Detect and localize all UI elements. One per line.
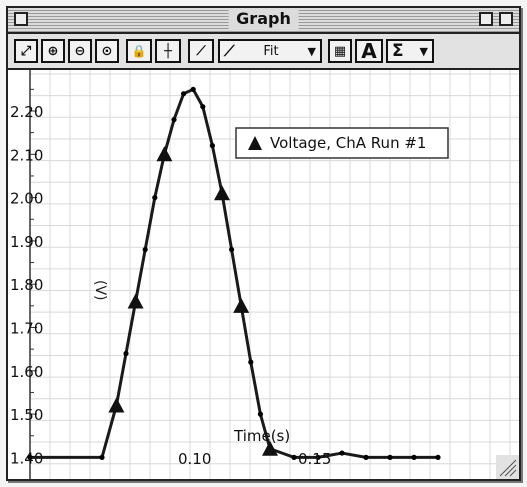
y-tick-labels: 2.202.102.001.901.801.701.601.501.40 [10, 103, 43, 467]
zoom-box[interactable] [479, 12, 493, 26]
data-point [200, 104, 205, 109]
resize-handle[interactable] [496, 455, 519, 479]
data-point [258, 412, 263, 417]
tangent-button[interactable]: ⟋ [188, 39, 214, 63]
data-point [339, 450, 344, 455]
data-point [171, 117, 176, 122]
curve-fit-icon: ⟋ [224, 42, 235, 60]
statistics-dropdown[interactable]: Σ ▼ [386, 39, 434, 63]
y-tick-label: 2.20 [10, 103, 43, 121]
plot-area[interactable]: 2.20 2.10 2.00 1.90 1.80 1.70 1.60 1.50 1.40 Vol… [8, 70, 519, 479]
data-point [248, 360, 253, 365]
y-tick-label: 1.70 [10, 320, 43, 338]
title-bar[interactable]: Graph [8, 8, 519, 34]
text-annotation-button[interactable]: A [355, 39, 383, 63]
series-marker [233, 298, 249, 313]
zoom-in-button[interactable]: ⊕ [41, 39, 65, 63]
data-point [210, 143, 215, 148]
smart-cursor-icon: ┼ [164, 44, 172, 59]
graph-window: Graph ⤢ ⊕ ⊖ ⊙ 🔒 ┼ ⟋ ⟋ Fit ▼ ▦ A Σ ▼ 2.20… [6, 6, 521, 481]
data-point [143, 247, 148, 252]
data-point [99, 455, 104, 460]
zoom-out-button[interactable]: ⊖ [68, 39, 92, 63]
y-tick-label: 1.60 [10, 363, 43, 381]
data-point [363, 455, 368, 460]
y-tick-label: 1.80 [10, 276, 43, 294]
autoscale-icon: ⤢ [21, 44, 31, 59]
calculator-icon: ▦ [334, 44, 346, 59]
y-tick-label: 2.00 [10, 190, 43, 208]
y-tick-label: 1.90 [10, 233, 43, 251]
zoom-out-icon: ⊖ [75, 44, 86, 59]
data-point [191, 87, 196, 92]
y-tick-label: 2.10 [10, 146, 43, 164]
tangent-icon: ⟋ [196, 44, 205, 59]
data-point [181, 91, 186, 96]
y-tick-label: 1.50 [10, 406, 43, 424]
zoom-in-icon: ⊕ [48, 44, 59, 59]
chevron-down-icon: ▼ [308, 45, 316, 58]
series-markers [108, 146, 278, 455]
series-marker [214, 185, 230, 200]
voltage-chart[interactable]: 2.202.102.001.901.801.701.601.501.40 Vol… [8, 70, 519, 479]
data-point [411, 455, 416, 460]
data-point [291, 455, 296, 460]
data-point [152, 195, 157, 200]
lock-icon: 🔒 [132, 44, 147, 58]
y-axis-label: (V) [92, 280, 108, 301]
data-point [435, 455, 440, 460]
close-box[interactable] [14, 12, 28, 26]
data-point [229, 247, 234, 252]
data-point [123, 351, 128, 356]
text-icon: A [361, 39, 376, 63]
series-marker [108, 397, 124, 412]
x-tick-label: 0.10 [178, 450, 211, 468]
chevron-down-icon: ▼ [420, 45, 428, 58]
x-tick-label: 0.15 [298, 450, 331, 468]
sigma-icon: Σ [392, 41, 404, 61]
zoom-select-button[interactable]: ⊙ [95, 39, 119, 63]
legend[interactable]: Voltage, ChA Run #1 [236, 128, 448, 158]
calculator-button[interactable]: ▦ [328, 39, 352, 63]
window-title: Graph [228, 9, 299, 29]
data-point [387, 455, 392, 460]
data-point [27, 455, 32, 460]
zoom-select-icon: ⊙ [102, 44, 113, 59]
graph-toolbar: ⤢ ⊕ ⊖ ⊙ 🔒 ┼ ⟋ ⟋ Fit ▼ ▦ A Σ ▼ [8, 34, 519, 70]
smart-cursor-button[interactable]: ┼ [155, 39, 181, 63]
fit-label: Fit [263, 44, 278, 59]
x-tick-labels: 0.10 0.15 [178, 450, 331, 468]
x-axis-label: Time(s) [233, 427, 290, 445]
autoscale-button[interactable]: ⤢ [14, 39, 38, 63]
lock-button[interactable]: 🔒 [126, 39, 152, 63]
legend-label: Voltage, ChA Run #1 [270, 134, 426, 152]
fit-dropdown[interactable]: ⟋ Fit ▼ [218, 39, 322, 63]
collapse-box[interactable] [499, 12, 513, 26]
